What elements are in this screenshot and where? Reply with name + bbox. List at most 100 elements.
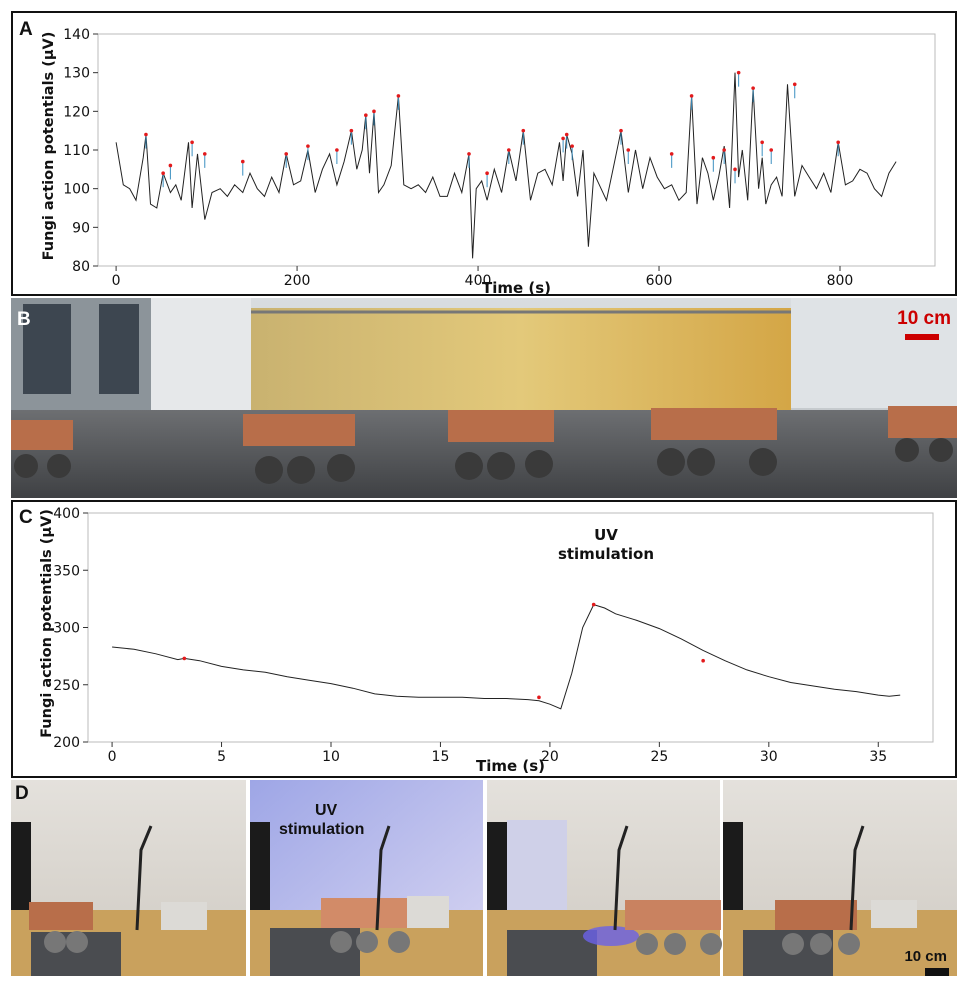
x-tick-label: 15 [432,749,450,765]
spike-marker [769,148,774,152]
y-axis-label: Fungi action potentials (µV) [41,32,57,261]
signal-trace [115,72,897,259]
photo-frame-4 [723,780,957,976]
panel-a: A 0 200 400 600 800 80 90 100 110 120 130 140 Time (… [11,11,957,296]
plot-frame [87,512,934,743]
y-tick-label: 250 [53,678,80,694]
y-tick-label: 90 [72,220,90,236]
y-tick-label: 130 [63,66,90,82]
spike-marker [537,695,541,700]
spike-marker [284,152,289,156]
hallway-photo-illustration [11,298,957,498]
spike-marker [689,94,694,98]
spike-marker [485,171,489,175]
y-tick-label: 350 [53,563,80,579]
robot-2 [243,414,355,484]
signal-trace [112,603,901,710]
uv-sequence-photos [11,780,957,976]
chart-c: 0 5 10 15 20 25 30 35 200 250 300 350 400 Time (s) Fun… [39,506,934,775]
photo-frame-3 [487,780,722,976]
x-tick-label: 800 [827,273,854,289]
y-tick-label: 300 [53,621,80,637]
spike-marker [711,155,716,160]
x-tick-label: 600 [646,273,673,289]
spike-marker [161,171,165,175]
x-tick-label: 20 [541,749,559,765]
y-tick-label: 400 [53,506,80,522]
x-tick-label: 35 [869,749,887,765]
spike-marker [591,602,596,607]
x-tick-label: 10 [322,749,340,765]
robot-sequence-photo [11,298,957,498]
x-tick-label: 25 [650,749,668,765]
spike-marker [240,159,245,164]
scale-bar-d [925,968,949,976]
robot-1 [11,420,73,478]
uv-annotation-line2: stimulation [558,545,654,563]
scale-label-b: 10 cm [897,308,951,329]
y-tick-label: 140 [63,27,90,43]
spike-marker [182,656,187,661]
chart-a: 0 200 400 600 800 80 90 100 110 120 130 140 Time (s)… [41,27,936,294]
panel-letter-d: D [15,783,29,804]
spike-marker [733,167,737,172]
scale-label-d: 10 cm [904,948,947,965]
panel-d: D UV stimulation 10 cm [11,780,957,976]
spike-marker [669,152,674,156]
spike-marker [570,144,574,148]
y-tick-label: 80 [72,259,90,275]
spike-marker [521,128,526,133]
photo-frame-1 [11,780,246,976]
spike-marker [619,128,623,133]
spike-marker [335,148,339,152]
spike-marker [306,144,310,148]
x-tick-label: 5 [217,749,226,765]
spike-marker [190,140,194,145]
x-axis-label: Time (s) [482,279,551,294]
robot-3 [448,410,554,480]
spike-marker [364,113,368,117]
panel-letter-b: B [17,309,31,330]
uv-label-line2: stimulation [279,821,365,838]
spike-marker [760,140,764,145]
robot-5 [888,406,957,462]
spike-marker [722,148,726,152]
spike-marker [736,70,741,75]
spike-marker [626,148,631,152]
x-axis-label: Time (s) [476,757,545,775]
panel-letter-a: A [19,19,33,40]
spike-marker [836,140,840,145]
spike-marker [467,152,471,156]
y-axis-label: Fungi action potentials (µV) [39,509,55,738]
uv-label-line1: UV [315,802,338,819]
x-tick-label: 30 [760,749,778,765]
spike-marker [561,136,565,141]
spike-marker [564,132,569,137]
y-tick-label: 110 [63,143,90,159]
spike-marker [349,128,354,133]
spike-marker [751,86,755,90]
uv-annotation-line1: UV [594,526,618,544]
spike-marker [168,163,173,168]
robot-4 [651,408,777,476]
y-tick-label: 200 [53,735,80,751]
spike-marker [792,82,797,87]
spike-marker [507,148,511,152]
panel-b: B 10 cm [11,298,957,498]
spike-marker [396,94,401,98]
spike-marker [144,132,148,137]
photo-frame-2 [250,780,483,976]
scale-bar-b [905,334,939,340]
y-tick-label: 100 [63,182,90,198]
panel-c: C 0 5 10 15 20 25 30 35 200 250 300 350 400 Time (s) F… [11,500,957,778]
spike-marker [372,109,376,114]
x-tick-label: 0 [108,749,117,765]
plot-frame [97,33,936,267]
y-tick-label: 120 [63,104,90,120]
x-tick-label: 400 [465,273,492,289]
panel-letter-c: C [19,507,33,528]
x-tick-label: 200 [284,273,311,289]
spike-marker [202,152,207,156]
x-tick-label: 0 [112,273,121,289]
spike-marker [701,658,705,663]
